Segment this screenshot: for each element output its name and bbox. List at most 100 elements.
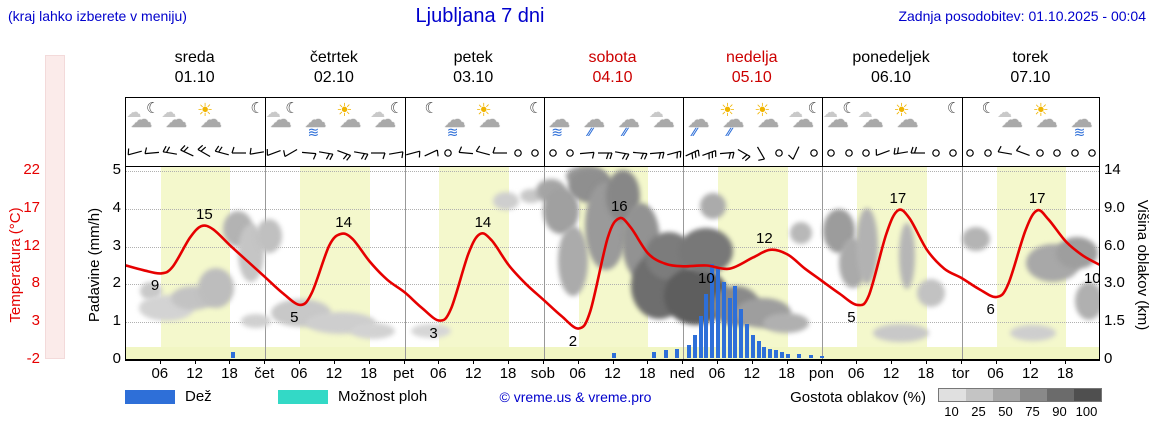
credit-link[interactable]: © vreme.us & vreme.pro xyxy=(499,389,652,405)
density-tick-label: 100 xyxy=(1075,404,1098,419)
cloud-blob xyxy=(1075,282,1099,320)
calm-wind-icon xyxy=(1036,149,1044,157)
rain-sun-cloud-icon: ☀ ☁ ∕∕ xyxy=(719,100,745,139)
wind-barb-icon xyxy=(214,145,229,156)
axis-tick-label: 1.5 xyxy=(1104,312,1125,330)
wind-barb-icon xyxy=(667,150,682,159)
rain-bar xyxy=(779,352,784,358)
time-axis: 06 12 18 06 12 18 06 12 18 06 12 18 06 12 18 06 12 18 06 12… xyxy=(125,360,1100,384)
calm-wind-icon xyxy=(1071,149,1079,157)
cloud-blob xyxy=(351,323,395,339)
gridline xyxy=(126,284,1099,286)
cloud-density-legend-label: Gostota oblakov (%) xyxy=(790,389,926,406)
axis-tick xyxy=(856,360,858,364)
axis-tick xyxy=(821,360,823,364)
fog-icon: ☁ ≋ xyxy=(304,107,327,140)
cloud-density-scale xyxy=(938,388,1102,402)
axis-tick-label: 8 xyxy=(31,274,40,292)
cloud-blob xyxy=(493,192,519,210)
axis-tick xyxy=(647,360,649,364)
wind-barb-icon xyxy=(406,150,421,158)
day-name: sreda xyxy=(174,49,215,66)
axis-tick xyxy=(1065,360,1067,364)
axis-tick xyxy=(716,360,718,364)
temperature-value-label: 16 xyxy=(610,198,628,216)
density-tick-label: 25 xyxy=(971,404,986,419)
time-label: 06 xyxy=(569,365,587,382)
sun-cloud-icon: ☀ ☁ xyxy=(893,100,919,132)
axis-tick-label: 0 xyxy=(112,350,121,367)
sun-cloud-icon: ☀ ☁ xyxy=(336,100,362,132)
wind-barb-icon xyxy=(266,149,281,156)
axis-tick-label: 9.0 xyxy=(1104,198,1125,216)
density-tick-label: 90 xyxy=(1052,404,1067,419)
temperature-value-label: 9 xyxy=(150,277,160,295)
cloud-moon-icon: ☾ ☁ ☁ xyxy=(822,100,856,132)
day-header: ponedeljek 06.10 xyxy=(821,48,960,88)
density-segment xyxy=(939,389,966,401)
day-separator xyxy=(961,140,963,167)
cloud-blob xyxy=(962,227,990,251)
fog-icon: ☁ ≋ xyxy=(1070,107,1093,140)
density-tick-label: 10 xyxy=(944,404,959,419)
clouds-icon: ☁ ☁ xyxy=(161,104,188,132)
precipitation-axis-ticks: 5 4 3 2 1 0 xyxy=(100,0,121,443)
day-date: 05.10 xyxy=(731,69,772,86)
wind-barb-icon xyxy=(475,145,490,156)
day-separator xyxy=(683,140,685,167)
wind-barb-icon xyxy=(283,148,298,158)
day-name: torek xyxy=(1012,49,1049,66)
rain-bar xyxy=(744,323,749,358)
wind-barb-icon xyxy=(719,151,735,159)
rain-legend-swatch xyxy=(125,390,175,404)
day-separator xyxy=(404,98,406,140)
day-separator xyxy=(543,167,545,359)
calm-wind-icon xyxy=(775,149,783,157)
moon-icon: ☾ xyxy=(250,100,264,117)
cloud-blob xyxy=(899,223,915,289)
sun-cloud-icon: ☀ ☁ xyxy=(475,100,501,132)
calm-wind-icon xyxy=(548,149,557,157)
axis-tick-label: 0 xyxy=(1104,350,1113,367)
wind-barb-icon xyxy=(301,151,317,160)
rain-bar xyxy=(715,267,720,358)
day-headers: sreda 01.10 četrtek 02.10 petek 03.10 sobota 04… xyxy=(125,48,1100,94)
rain-cloud-icon: ☁ ∕∕ xyxy=(617,107,640,139)
axis-tick xyxy=(438,360,440,364)
wind-barb-icon xyxy=(457,146,473,155)
day-separator xyxy=(543,98,545,140)
calm-wind-icon xyxy=(809,149,818,157)
time-label: 12 xyxy=(882,365,900,382)
wind-barb-icon xyxy=(876,149,891,156)
wind-barb-icon xyxy=(249,147,264,155)
axis-tick xyxy=(960,360,962,364)
rain-bar xyxy=(652,352,657,358)
day-header: sreda 01.10 xyxy=(125,48,264,88)
axis-tick xyxy=(891,360,893,364)
temperature-value-label: 5 xyxy=(290,308,299,326)
cloud-density-scale-labels: 10 25 50 75 90 100 xyxy=(938,404,1102,419)
calm-wind-icon xyxy=(444,149,452,157)
axis-tick xyxy=(403,360,405,364)
density-segment xyxy=(1074,389,1101,401)
rain-bar xyxy=(727,297,732,358)
gridline xyxy=(126,322,1099,324)
calm-wind-icon xyxy=(984,149,992,157)
axis-tick xyxy=(333,360,335,364)
time-label: 18 xyxy=(221,365,238,382)
temperature-value-label: 10 xyxy=(1083,269,1100,287)
axis-tick-label: 17 xyxy=(23,198,40,216)
wind-barb-icon xyxy=(127,148,142,156)
rain-cloud-icon: ☁ ∕∕ xyxy=(583,107,606,139)
wind-barb-icon xyxy=(424,149,439,157)
day-separator xyxy=(404,140,406,167)
day-separator xyxy=(822,98,824,140)
wind-barb-icon xyxy=(354,151,369,161)
wind-barb-icon xyxy=(492,146,508,154)
day-abbr-label: čet xyxy=(254,365,275,382)
time-label: 12 xyxy=(325,365,343,382)
axis-tick xyxy=(264,360,266,364)
clouds-icon: ☁ ☁ xyxy=(996,104,1023,132)
wind-barb-icon xyxy=(788,146,800,160)
sun-cloud-icon: ☀ ☁ xyxy=(1032,100,1058,132)
